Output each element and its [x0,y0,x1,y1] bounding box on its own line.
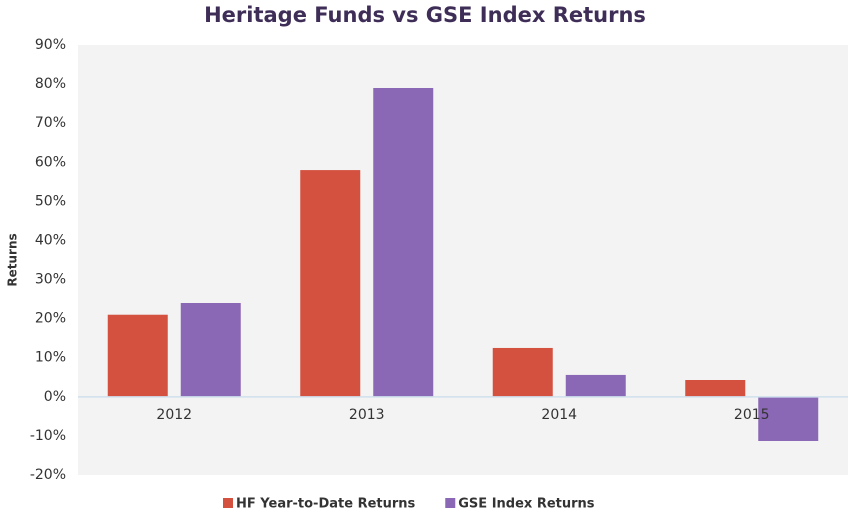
legend-swatch [445,498,456,508]
y-tick-label: 60% [35,154,66,170]
bar [300,170,361,397]
legend-label: GSE Index Returns [458,497,595,512]
y-tick-label: 70% [35,115,66,131]
bar [565,374,626,397]
y-tick-label: 50% [35,193,66,209]
bar [758,396,819,441]
y-tick-label: 30% [35,272,66,288]
bar [492,347,553,397]
y-tick-label: 80% [35,76,66,92]
y-tick-label: 40% [35,232,66,248]
x-tick-label: 2013 [349,407,385,423]
y-tick-label: 10% [35,350,66,366]
y-tick-label: 20% [35,311,66,327]
plot-area [78,45,848,475]
legend-swatch [223,498,233,508]
y-tick-label: 0% [44,389,66,405]
legend-label: HF Year-to-Date Returns [236,497,416,512]
y-tick-label: -10% [30,428,66,444]
x-tick-label: 2014 [541,407,577,423]
bar [107,314,168,397]
bar [685,380,746,397]
chart-title: Heritage Funds vs GSE Index Returns [204,3,646,27]
x-tick-label: 2012 [156,407,192,423]
y-axis-label: Returns [6,233,20,286]
y-tick-label: -20% [30,467,66,483]
x-tick-label: 2015 [734,407,770,423]
bar [373,88,434,397]
bar [180,303,241,397]
y-tick-label: 90% [35,37,66,53]
